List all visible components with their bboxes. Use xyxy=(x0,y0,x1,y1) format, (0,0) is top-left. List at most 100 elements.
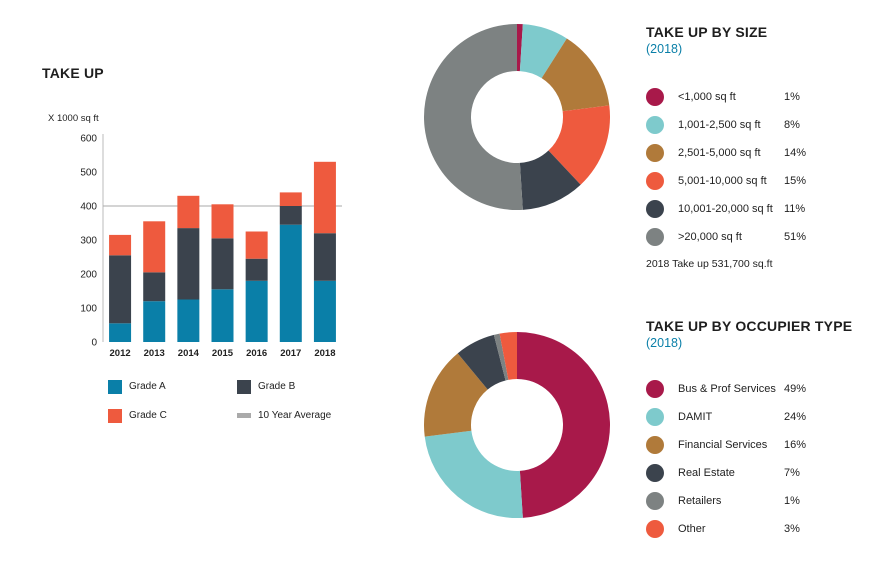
size-legend-pct: 1% xyxy=(784,91,800,103)
x-tick-label: 2013 xyxy=(144,348,165,359)
size-subtitle: (2018) xyxy=(646,42,683,56)
bar-grade-c-2012 xyxy=(109,234,132,256)
y-tick-label: 400 xyxy=(80,202,97,213)
occupier-donut-chart xyxy=(424,332,610,518)
bar-grade-c-2014 xyxy=(177,195,200,229)
bar-grade-a-2015 xyxy=(211,289,234,342)
size-legend-pct: 8% xyxy=(784,119,800,131)
occupier-legend-pct: 24% xyxy=(784,411,807,423)
bar-grade-b-2015 xyxy=(211,238,234,290)
size-legend-label: 10,001-20,000 sq ft xyxy=(678,203,773,215)
grade-b-label: Grade B xyxy=(258,381,296,392)
bar-grade-c-2018 xyxy=(313,161,336,234)
occupier-slice-0 xyxy=(517,332,610,518)
size-title: TAKE UP BY SIZE xyxy=(646,24,768,40)
dot-icon xyxy=(646,436,664,454)
occupier-legend-label: Financial Services xyxy=(678,439,768,451)
bar-grade-b-2017 xyxy=(279,206,302,225)
y-tick-label: 500 xyxy=(80,168,97,179)
dot-icon xyxy=(646,464,664,482)
y-tick-label: 300 xyxy=(80,236,97,247)
occupier-legend-label: DAMIT xyxy=(678,411,713,423)
occupier-legend-label: Bus & Prof Services xyxy=(678,383,776,395)
occupier-legend-label: Other xyxy=(678,523,706,535)
take-up-bar-chart: X 1000 sq ft 0 100 200 300 400 500 600 2012 2013 2… xyxy=(48,113,342,359)
dot-icon xyxy=(646,380,664,398)
x-tick-label: 2017 xyxy=(280,348,301,359)
bar-grade-c-2016 xyxy=(245,231,268,259)
occupier-subtitle: (2018) xyxy=(646,336,683,350)
bar-grade-a-2018 xyxy=(313,280,336,342)
dot-icon xyxy=(646,88,664,106)
y-tick-label: 600 xyxy=(80,134,97,145)
size-legend-label: >20,000 sq ft xyxy=(678,231,742,243)
bar-grade-a-2017 xyxy=(279,224,302,342)
bar-grade-a-2014 xyxy=(177,299,200,342)
bar-grade-b-2016 xyxy=(245,258,268,281)
dot-icon xyxy=(646,200,664,218)
occupier-slice-4 xyxy=(493,333,509,381)
size-slice-0 xyxy=(517,24,523,72)
dot-icon xyxy=(646,520,664,538)
size-slice-2 xyxy=(541,38,610,112)
grade-c-swatch xyxy=(108,409,122,423)
grade-a-label: Grade A xyxy=(129,381,166,392)
dot-icon xyxy=(646,408,664,426)
size-legend-label: <1,000 sq ft xyxy=(678,91,736,103)
bar-grade-c-2015 xyxy=(211,204,234,239)
average-swatch xyxy=(237,413,251,418)
dot-icon xyxy=(646,228,664,246)
bar-grade-b-2014 xyxy=(177,228,200,300)
grade-b-swatch xyxy=(237,380,251,394)
size-legend-label: 5,001-10,000 sq ft xyxy=(678,175,767,187)
y-tick-label: 0 xyxy=(91,338,97,349)
x-tick-label: 2015 xyxy=(212,348,234,359)
x-tick-label: 2012 xyxy=(110,348,131,359)
occupier-legend-label: Retailers xyxy=(678,495,722,507)
occupier-legend-label: Real Estate xyxy=(678,467,735,479)
average-label: 10 Year Average xyxy=(258,410,332,421)
occupier-legend-pct: 3% xyxy=(784,523,800,535)
dot-icon xyxy=(646,144,664,162)
take-up-title: TAKE UP xyxy=(42,65,104,81)
bar-grade-c-2017 xyxy=(279,192,302,206)
x-tick-label: 2018 xyxy=(314,348,335,359)
bar-grade-a-2013 xyxy=(143,301,166,342)
dot-icon xyxy=(646,172,664,190)
bar-grade-a-2012 xyxy=(109,323,132,342)
size-legend-pct: 11% xyxy=(784,203,806,215)
size-slice-1 xyxy=(519,24,567,79)
x-tick-label: 2016 xyxy=(246,348,267,359)
occupier-legend-pct: 1% xyxy=(784,495,800,507)
size-legend-pct: 51% xyxy=(784,231,807,243)
bar-grade-b-2013 xyxy=(143,272,166,302)
bar-grade-b-2012 xyxy=(109,255,132,324)
size-slice-4 xyxy=(519,150,581,210)
occupier-title: TAKE UP BY OCCUPIER TYPE xyxy=(646,318,853,334)
size-donut-chart xyxy=(424,24,610,210)
grade-a-swatch xyxy=(108,380,122,394)
occupier-slice-3 xyxy=(457,334,506,390)
x-tick-label: 2014 xyxy=(178,348,200,359)
bar-grade-b-2018 xyxy=(313,233,336,281)
occupier-legend-pct: 7% xyxy=(784,467,800,479)
size-legend-label: 2,501-5,000 sq ft xyxy=(678,147,761,159)
bar-grade-a-2016 xyxy=(245,280,268,342)
size-slice-5 xyxy=(424,24,523,210)
occupier-legend-pct: 16% xyxy=(784,439,807,451)
occupier-slice-1 xyxy=(424,430,523,518)
occupier-slice-5 xyxy=(499,332,517,380)
grade-c-label: Grade C xyxy=(129,410,167,421)
size-slice-3 xyxy=(548,105,610,185)
dot-icon xyxy=(646,492,664,510)
size-legend-pct: 15% xyxy=(784,175,807,187)
size-legend-label: 1,001-2,500 sq ft xyxy=(678,119,761,131)
occupier-legend-pct: 49% xyxy=(784,383,807,395)
dot-icon xyxy=(646,116,664,134)
bar-grade-c-2013 xyxy=(143,221,166,273)
y-axis-label: X 1000 sq ft xyxy=(48,113,99,124)
size-total-note: 2018 Take up 531,700 sq.ft xyxy=(646,258,773,270)
y-tick-label: 100 xyxy=(80,304,97,315)
y-tick-label: 200 xyxy=(80,270,97,281)
occupier-slice-2 xyxy=(424,353,488,437)
